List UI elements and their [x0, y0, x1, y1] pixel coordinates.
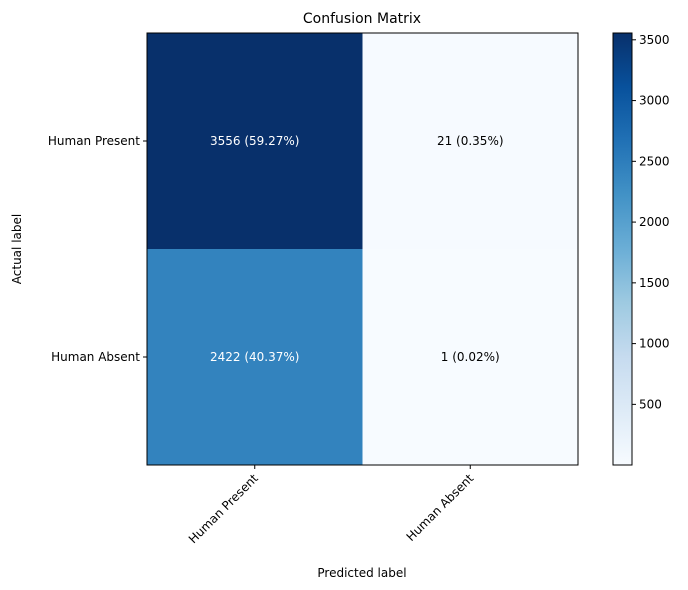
y-axis-ticks: Human Present Human Absent [48, 134, 147, 364]
cell-value-label: 21 (0.35%) [437, 134, 504, 148]
matrix-cells [147, 33, 578, 465]
matrix-cell-labels: 3556 (59.27%) 21 (0.35%) 2422 (40.37%) 1 (0… [210, 134, 504, 364]
y-axis-label: Actual label [10, 214, 24, 284]
x-axis-label: Predicted label [317, 566, 406, 580]
cell-value-label: 1 (0.02%) [441, 350, 500, 364]
colorbar-tick-label: 1000 [639, 337, 670, 351]
y-tick-label: Human Present [48, 134, 140, 148]
matrix-cell [362, 33, 578, 249]
plot-frame [146, 32, 579, 466]
colorbar-ticks: 500 1000 1500 2000 2500 3000 3500 [632, 33, 670, 411]
matrix-cell [147, 249, 363, 465]
colorbar-tick-label: 500 [639, 397, 662, 411]
colorbar-tick-label: 1500 [639, 276, 670, 290]
colorbar-tick-label: 3500 [639, 33, 670, 47]
x-axis-ticks: Human Present Human Absent [186, 465, 477, 546]
x-tick-label: Human Absent [404, 471, 477, 544]
x-tick-label: Human Present [186, 471, 261, 546]
matrix-cell [362, 249, 578, 465]
colorbar [612, 32, 633, 466]
colorbar-tick-label: 2000 [639, 215, 670, 229]
cell-value-label: 3556 (59.27%) [210, 134, 299, 148]
colorbar-tick-label: 3000 [639, 94, 670, 108]
matrix-cell [147, 33, 363, 249]
cell-value-label: 2422 (40.37%) [210, 350, 299, 364]
y-tick-label: Human Absent [51, 350, 140, 364]
colorbar-tick-label: 2500 [639, 154, 670, 168]
chart-title: Confusion Matrix [303, 11, 421, 27]
